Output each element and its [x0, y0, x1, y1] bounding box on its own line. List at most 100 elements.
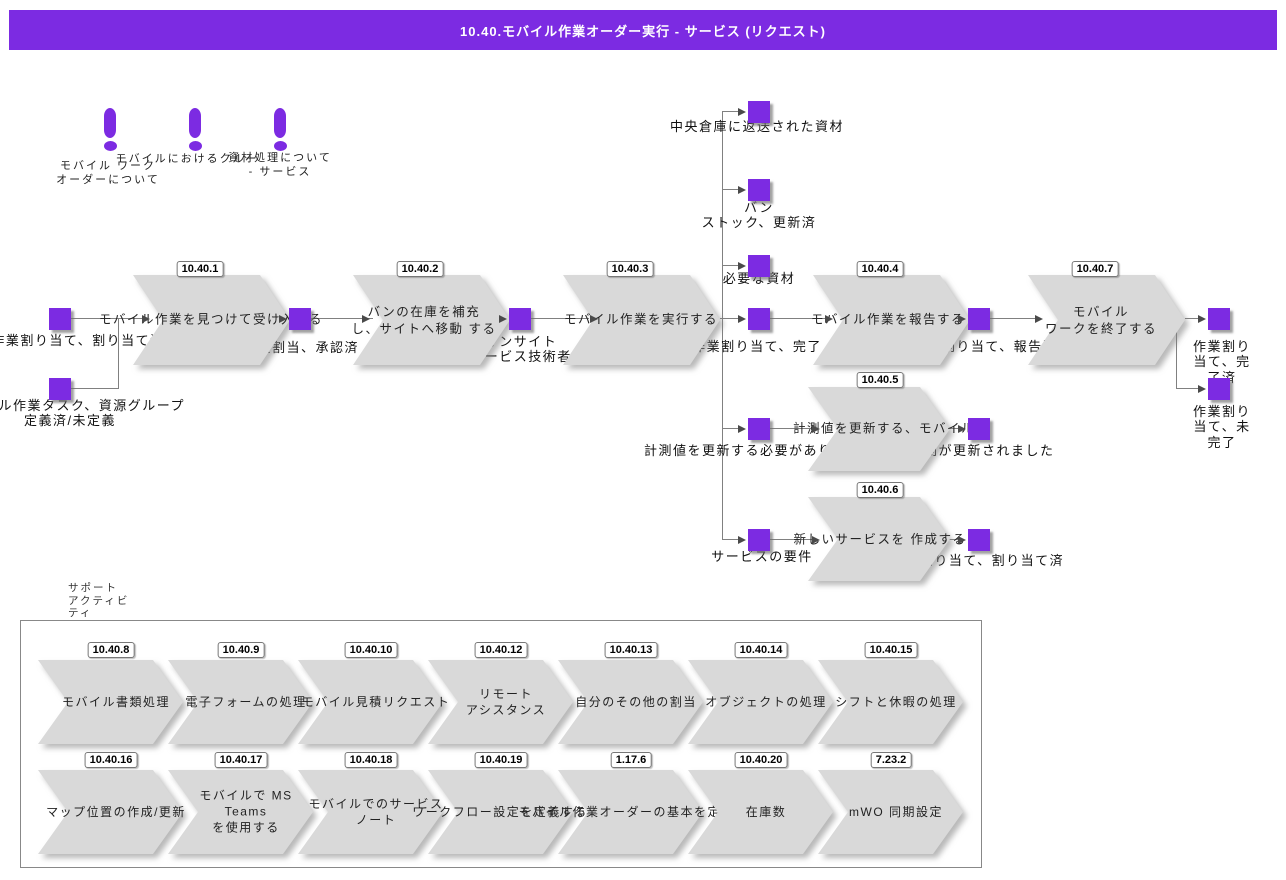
support-process-label: オブジェクトの処理 — [705, 694, 827, 709]
support-process-10-40-12[interactable] — [428, 660, 573, 744]
support-process-10-40-19[interactable] — [428, 770, 573, 854]
support-badge-10-40-15[interactable]: 10.40.15 — [864, 642, 918, 658]
process-10-40-2[interactable] — [353, 275, 510, 365]
process-10-40-3[interactable] — [563, 275, 720, 365]
support-process-7-23-2[interactable] — [818, 770, 963, 854]
arrow-icon — [738, 315, 746, 323]
process-10-40-7[interactable] — [1028, 275, 1185, 365]
process-badge-10-40-3[interactable]: 10.40.3 — [606, 261, 654, 277]
title-bar: 10.40.モバイル作業オーダー実行 - サービス (リクエスト) — [9, 10, 1277, 50]
event-measure-needed[interactable] — [748, 418, 770, 440]
process-badge-10-40-5[interactable]: 10.40.5 — [856, 372, 904, 388]
support-badge-10-40-9[interactable]: 10.40.9 — [217, 642, 265, 658]
process-10-40-4[interactable] — [813, 275, 970, 365]
flow-line — [720, 318, 740, 319]
process-label: モバイル作業を見つけて受け入れる — [98, 312, 324, 327]
process-10-40-1[interactable] — [133, 275, 290, 365]
support-process-10-40-16[interactable] — [38, 770, 183, 854]
exclamation-icon[interactable] — [104, 141, 117, 151]
support-badge-10-40-16[interactable]: 10.40.16 — [84, 752, 138, 768]
process-badge-10-40-1[interactable]: 10.40.1 — [176, 261, 224, 277]
support-badge-10-40-20[interactable]: 10.40.20 — [734, 752, 788, 768]
support-process-10-40-17[interactable] — [168, 770, 313, 854]
flow-line — [722, 111, 723, 540]
support-process-label: シフトと休暇の処理 — [835, 694, 957, 709]
exclamation-icon[interactable] — [189, 108, 201, 138]
process-10-40-6[interactable] — [808, 497, 950, 581]
event-not-done[interactable] — [1208, 378, 1230, 400]
process-badge-10-40-6[interactable]: 10.40.6 — [856, 482, 904, 498]
support-process-10-40-8[interactable] — [38, 660, 183, 744]
support-badge-7-23-2[interactable]: 7.23.2 — [870, 752, 912, 768]
flow-line — [770, 318, 828, 319]
process-label: モバイル作業を実行する — [563, 312, 719, 327]
support-process-10-40-15[interactable] — [818, 660, 963, 744]
support-badge-10-40-12[interactable]: 10.40.12 — [474, 642, 528, 658]
event-van-stock[interactable] — [748, 179, 770, 201]
event-start-assigned[interactable] — [49, 308, 71, 330]
support-process-10-40-13[interactable] — [558, 660, 703, 744]
support-process-label: ワークフロー設定を定義する — [412, 804, 588, 819]
support-process-label: mWO 同期設定 — [849, 804, 943, 819]
process-badge-10-40-4[interactable]: 10.40.4 — [856, 261, 904, 277]
event-measure-updated[interactable] — [968, 418, 990, 440]
support-process-label: 電子フォームの処理 — [185, 694, 307, 709]
page-title: 10.40.モバイル作業オーダー実行 - サービス (リクエスト) — [460, 23, 826, 39]
process-10-40-5[interactable] — [808, 387, 950, 471]
event-work-reported[interactable] — [968, 308, 990, 330]
support-process-label: モバイルで MS Teams を使用する — [199, 788, 293, 836]
event-label: モバイル作業タスク、資源グループ 定義済/未定義 — [0, 398, 186, 429]
process-badge-10-40-2[interactable]: 10.40.2 — [396, 261, 444, 277]
exclamation-icon[interactable] — [104, 108, 116, 138]
support-badge-10-40-18[interactable]: 10.40.18 — [344, 752, 398, 768]
arrow-icon — [958, 315, 966, 323]
support-heading: サポート アクティビ ティ — [68, 582, 130, 620]
event-work-completed[interactable] — [748, 308, 770, 330]
event-service-requirement[interactable] — [748, 529, 770, 551]
support-badge-10-40-10[interactable]: 10.40.10 — [344, 642, 398, 658]
flow-line — [722, 111, 740, 112]
process-badge-10-40-7[interactable]: 10.40.7 — [1071, 261, 1119, 277]
event-done[interactable] — [1208, 308, 1230, 330]
exclamation-icon[interactable] — [189, 141, 202, 151]
event-label: 中央倉庫に返送された資材 — [669, 119, 845, 134]
event-label: 作業割り当て、未完了 — [1192, 404, 1251, 450]
event-label: 作業割り当て、完了 — [692, 339, 822, 354]
support-badge-10-40-14[interactable]: 10.40.14 — [734, 642, 788, 658]
support-process-1-17-6[interactable] — [558, 770, 703, 854]
arrow-icon — [499, 315, 507, 323]
arrow-icon — [362, 315, 370, 323]
arrow-icon — [958, 425, 966, 433]
support-badge-1-17-6[interactable]: 1.17.6 — [610, 752, 652, 768]
support-process-label: モバイル見積リクエスト — [301, 694, 451, 709]
flow-line — [722, 539, 740, 540]
support-process-10-40-10[interactable] — [298, 660, 443, 744]
event-onsite-technician[interactable] — [509, 308, 531, 330]
support-badge-10-40-8[interactable]: 10.40.8 — [87, 642, 135, 658]
support-process-10-40-9[interactable] — [168, 660, 313, 744]
event-new-assigned[interactable] — [968, 529, 990, 551]
support-box — [20, 620, 982, 868]
event-task-defined[interactable] — [49, 378, 71, 400]
flow-line — [990, 318, 1038, 319]
flow-line — [770, 428, 816, 429]
event-work-approved[interactable] — [289, 308, 311, 330]
support-process-10-40-20[interactable] — [688, 770, 833, 854]
support-badge-10-40-19[interactable]: 10.40.19 — [474, 752, 528, 768]
support-badge-10-40-13[interactable]: 10.40.13 — [604, 642, 658, 658]
flow-line — [770, 539, 816, 540]
arrow-icon — [738, 536, 746, 544]
event-returned-materials[interactable] — [748, 101, 770, 123]
exclamation-icon[interactable] — [274, 141, 287, 151]
exclamation-icon[interactable] — [274, 108, 286, 138]
support-process-10-40-18[interactable] — [298, 770, 443, 854]
process-label: モバイル作業を報告する — [810, 312, 966, 327]
support-badge-10-40-17[interactable]: 10.40.17 — [214, 752, 268, 768]
event-required-materials[interactable] — [748, 255, 770, 277]
arrow-icon — [279, 315, 287, 323]
arrow-icon — [812, 536, 820, 544]
support-process-10-40-14[interactable] — [688, 660, 833, 744]
event-label: サービスの要件 — [711, 549, 813, 564]
arrow-icon — [1198, 385, 1206, 393]
